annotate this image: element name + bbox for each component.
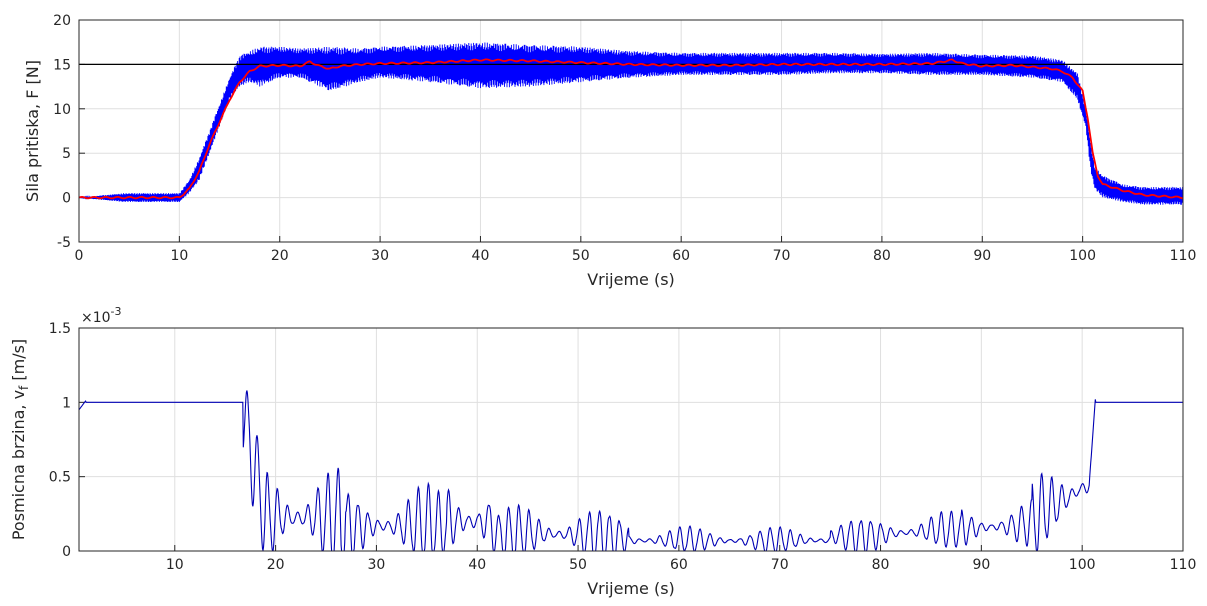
x-tick-label: 100 [1069,557,1096,573]
x-tick-label: 40 [472,248,490,264]
x-tick-label: 80 [873,248,891,264]
x-tick-label: 10 [170,248,188,264]
series-filtered-force [79,58,1183,200]
y-tick-label: 0.5 [49,470,71,486]
y-tick-label: -5 [57,235,71,251]
x-tick-label: 110 [1170,248,1197,264]
force-plot: 0 10 20 30 40 50 60 70 80 90 100 110-505101520Vrije… [23,13,1196,289]
x-tick-label: 70 [771,557,789,573]
y-tick-label: 10 [53,102,71,118]
x-tick-label: 20 [267,557,285,573]
x-tick-label: 40 [468,557,486,573]
x-tick-label: 50 [569,557,587,573]
x-tick-label: 90 [972,557,990,573]
x-tick-label: 100 [1069,248,1096,264]
x-axis-label: Vrijeme (s) [587,270,675,289]
axes-box [78,19,1184,243]
x-tick-label: 10 [166,557,184,573]
y-tick-label: 20 [53,13,71,29]
exponent-label: ×10-3 [81,305,122,326]
x-tick-label: 110 [1170,557,1197,573]
y-axis-label: Sila pritiska, F [N] [23,60,42,202]
x-tick-label: 70 [773,248,791,264]
x-tick-label: 90 [973,248,991,264]
y-tick-label: 5 [62,146,71,162]
plot-area [79,20,1183,242]
x-tick-label: 30 [368,557,386,573]
series-feed-rate [79,390,1183,551]
x-tick-label: 30 [371,248,389,264]
x-tick-label: 60 [672,248,690,264]
x-tick-label: 60 [670,557,688,573]
y-tick-label: 0 [62,544,71,560]
x-tick-label: 20 [271,248,289,264]
plot-area [79,328,1183,551]
y-axis-label-subscript: f [17,385,31,390]
y-axis-label-main: Posmicna brzina, v [9,390,28,540]
y-tick-label: 1.5 [49,321,71,337]
y-tick-label: 1 [62,395,71,411]
series-measured-force [79,42,1183,205]
feed-rate-plot: 10 20 30 40 50 60 70 80 90 100 110 0 0.5 1 1.5 Vrijeme … [9,305,1196,598]
y-axis-label-unit: [m/s] [9,339,28,386]
x-tick-label: 0 [75,248,84,264]
axes-box [78,327,1184,552]
y-tick-label: 0 [62,191,71,207]
y-axis-label: Posmicna brzina, vf [m/s] [9,339,31,540]
exponent-base: ×10 [81,310,111,326]
exponent-power: -3 [111,305,122,318]
x-axis-label: Vrijeme (s) [587,579,675,598]
x-tick-label: 50 [572,248,590,264]
x-tick-label: 80 [872,557,890,573]
y-tick-label: 15 [53,57,71,73]
